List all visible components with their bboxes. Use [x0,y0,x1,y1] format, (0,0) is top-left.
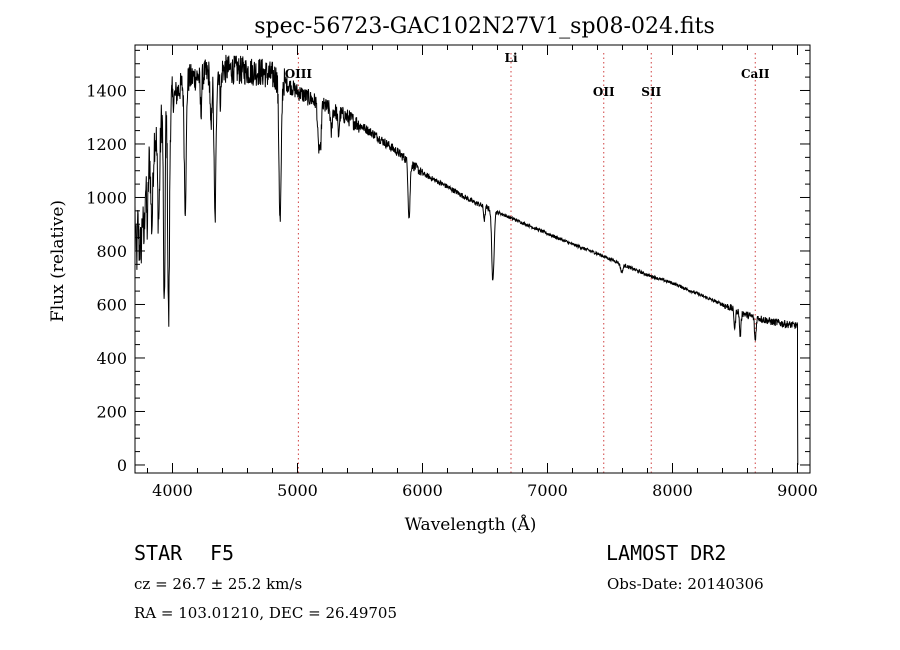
line-marker-label: Li [505,51,518,65]
x-tick-label: 8000 [652,481,693,500]
y-tick-label: 1000 [86,188,127,207]
x-tick-label: 5000 [277,481,318,500]
coordinates-text: RA = 103.01210, DEC = 26.49705 [134,604,398,622]
line-marker-label: OIII [285,67,313,81]
y-axis-label: Flux (relative) [48,200,68,322]
x-tick-label: 7000 [527,481,568,500]
y-tick-label: 1200 [86,135,127,154]
spectrum-line [134,54,799,466]
y-tick-label: 800 [96,242,127,261]
line-marker-label: CaII [741,67,770,81]
plot-frame [134,44,811,474]
y-tick-label: 200 [96,402,127,421]
x-tick-label: 4000 [152,481,193,500]
line-marker-label: OII [593,85,615,99]
line-marker-label: SII [641,85,661,99]
object-subclass: F5 [210,541,235,565]
x-tick-label: 6000 [402,481,443,500]
redshift-text: cz = 26.7 ± 25.2 km/s [134,575,303,593]
y-tick-label: 400 [96,349,127,368]
y-tick-label: 1400 [86,81,127,100]
y-tick-label: 600 [96,295,127,314]
survey-name: LAMOST DR2 [606,541,727,565]
x-tick-label: 9000 [777,481,818,500]
x-axis-label: Wavelength (Å) [405,514,537,535]
object-class: STAR [134,541,183,565]
obs-date-text: Obs-Date: 20140306 [607,575,764,593]
chart-title: spec-56723-GAC102N27V1_sp08-024.fits [254,14,715,39]
y-tick-label: 0 [117,456,127,475]
